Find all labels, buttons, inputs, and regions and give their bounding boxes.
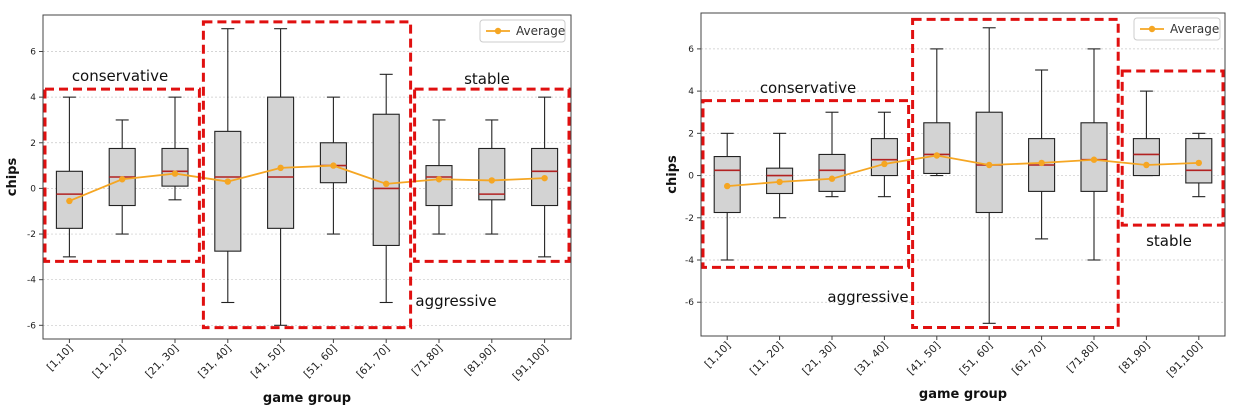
box-body [267,96,295,229]
x-tick-label: [11, 20] [90,343,128,381]
y-tick-label: 0 [30,184,36,194]
y-tick-label: -2 [685,214,694,224]
legend-label: Average [516,24,565,38]
average-point [828,175,836,182]
x-tick-label: [61, 70] [1010,340,1048,378]
box-body [1132,138,1160,177]
legend-label: Average [1170,22,1219,36]
average-point [171,170,179,177]
box-body [161,147,189,187]
legend-marker [494,27,502,35]
box-body [818,153,846,192]
y-axis-label: chips [665,155,680,194]
box-body [372,113,400,247]
x-tick-label: [31, 40] [196,343,234,381]
group-label-conservative: conservative [760,79,856,97]
x-tick-label: [91,100] [1165,340,1205,380]
group-label-stable: stable [1146,232,1192,250]
x-tick-label: [71,80] [410,343,446,379]
y-tick-label: 2 [30,139,36,149]
group-region-conservative [701,99,911,269]
average-point [277,164,284,172]
average-point [488,177,495,184]
x-tick-label: [51, 60] [957,340,995,378]
box-body [478,147,506,201]
average-point [224,178,231,185]
group-region-conservative [43,87,201,263]
x-tick-label: [71,80] [1065,340,1101,376]
group-label-conservative: conservative [72,67,168,85]
y-tick-label: 0 [688,172,694,182]
group-label-stable: stable [464,70,510,88]
average-point [881,160,888,168]
average-point [119,176,126,183]
average-point [724,182,731,190]
legend-box [1133,17,1221,41]
y-tick-label: -6 [685,298,694,308]
average-point [330,162,337,169]
average-point [1143,161,1150,169]
x-tick-label: [91,100] [510,343,550,383]
x-tick-label: [61, 70] [354,343,392,381]
group-label-aggressive: aggressive [415,292,496,310]
group-region-stable [413,87,571,263]
average-point [776,178,783,186]
box-body [923,122,951,174]
x-tick-label: [81,90] [462,343,498,379]
group-region-aggressive [911,17,1120,330]
y-tick-label: 6 [688,45,694,55]
right-boxplot-chart: -6 -4 -2 0 2 4 6 [1,10] [11, 20] [21, 30] [31, 40]… [665,12,1226,402]
y-tick-label: -6 [27,321,36,331]
group-region-stable [1120,69,1225,227]
group-label-aggressive: aggressive [827,288,908,306]
average-point [435,176,443,183]
x-tick-label: [21, 30] [143,343,181,381]
box-body [1080,122,1108,192]
y-tick-label: -2 [27,230,36,240]
average-point [1090,156,1098,163]
group-region-aggressive [201,20,413,330]
left-boxplot-chart: -6 -4 -2 0 2 4 6 [1,10] [11, 20] [21, 30] [31, 40]… [5,14,572,406]
legend-box [479,19,566,43]
y-axis-label: chips [5,158,20,197]
x-tick-label: [21, 30] [800,340,838,378]
x-tick-label: [51, 60] [302,343,340,381]
box-body [425,165,453,207]
average-point [986,161,993,169]
y-tick-label: 4 [30,93,36,103]
x-axis-label: game group [919,387,1007,402]
average-point [1038,159,1045,167]
x-tick-label: [1,10] [45,343,76,374]
y-tick-label: 2 [688,129,694,139]
x-tick-label: [1,10] [703,340,734,371]
average-point [383,180,390,188]
x-tick-label: [11, 20] [748,340,786,378]
average-point [541,174,548,182]
average-line [727,154,1199,188]
legend-marker [1148,25,1156,33]
plot-frame [42,14,572,340]
average-point [1195,159,1203,167]
y-tick-label: 4 [688,87,694,97]
y-tick-label: 6 [30,48,36,58]
x-tick-label: [41, 50] [249,343,287,381]
average-line [69,164,545,202]
y-tick-label: -4 [27,276,36,286]
average-point [933,152,940,159]
box-body [214,130,242,252]
x-tick-label: [31, 40] [853,340,891,378]
box-body [975,111,1003,214]
box-body [870,138,898,177]
plot-frame [700,12,1226,337]
average-point [66,197,73,205]
x-tick-label: [41, 50] [905,340,943,378]
y-tick-label: -4 [685,256,694,266]
x-tick-label: [81,90] [1117,340,1153,376]
x-axis-label: game group [263,391,351,406]
